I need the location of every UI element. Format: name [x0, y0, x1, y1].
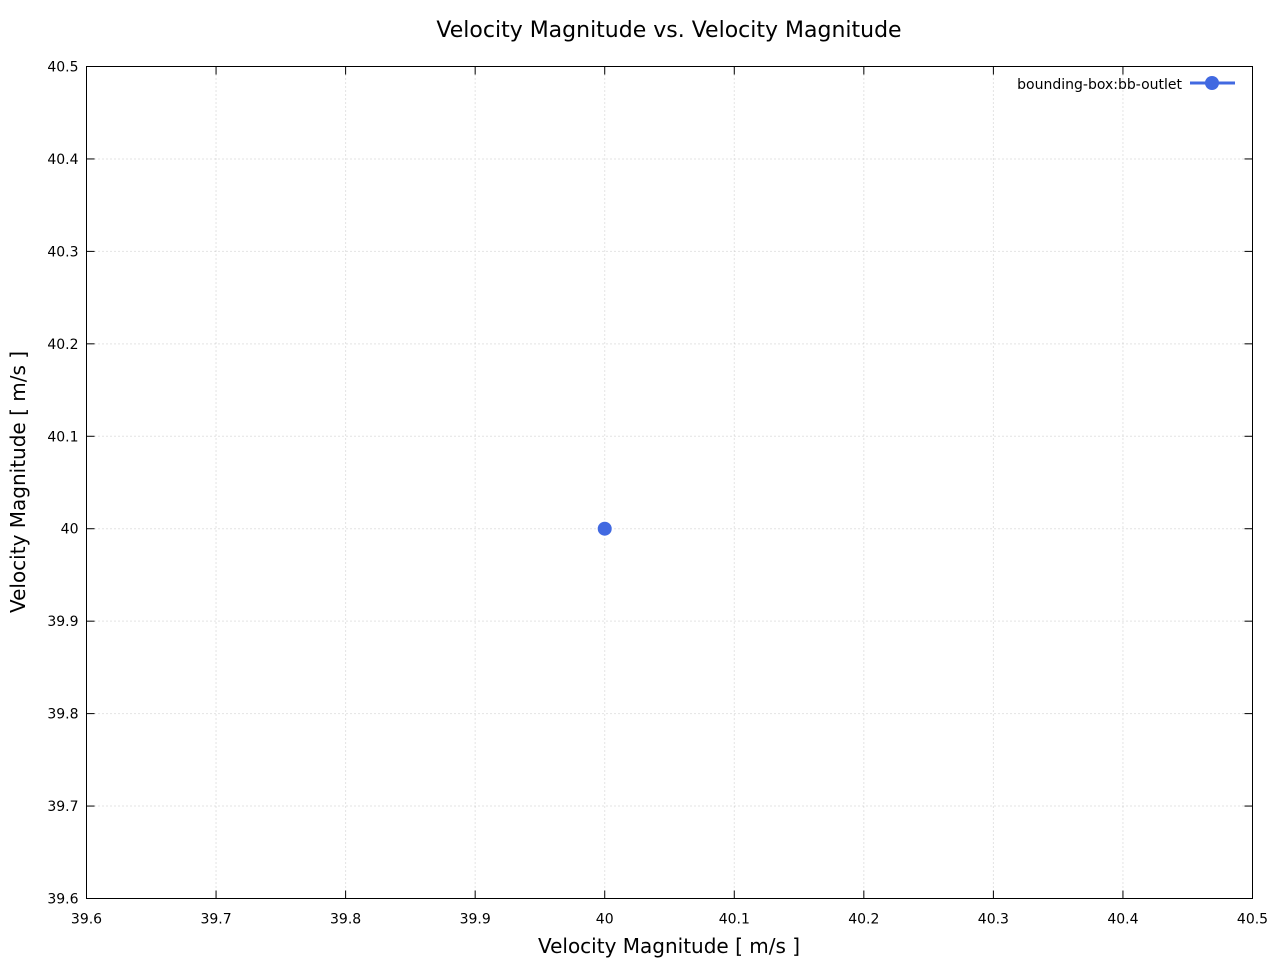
y-tick-label: 40.2	[47, 337, 78, 353]
y-tick-label: 40	[61, 522, 79, 538]
y-axis-label: Velocity Magnitude [ m/s ]	[6, 351, 30, 613]
x-tick-label: 40.3	[978, 912, 1009, 928]
y-tick-label: 40.5	[47, 60, 78, 76]
x-tick-labels: 39.6 39.7 39.8 39.9 40 40.1 40.2 40.3 40.4 40.5	[71, 912, 1268, 928]
x-axis-label: Velocity Magnitude [ m/s ]	[538, 934, 800, 958]
plot-frame	[86, 66, 1253, 899]
x-tick-label: 39.7	[200, 912, 231, 928]
legend-label-bb-outlet: bounding-box:bb-outlet	[1017, 77, 1182, 93]
x-tick-label: 40	[596, 912, 614, 928]
x-tick-label: 39.9	[460, 912, 491, 928]
x-tick-label: 40.2	[848, 912, 879, 928]
x-tick-label: 39.8	[330, 912, 361, 928]
y-tick-label: 39.9	[47, 614, 78, 630]
y-tick-label: 39.8	[47, 707, 78, 723]
x-tick-label: 40.5	[1237, 912, 1268, 928]
y-tick-label: 40.3	[47, 244, 78, 260]
y-tick-labels: 39.6 39.7 39.8 39.9 40 40.1 40.2 40.3 40.4 40.5	[47, 60, 78, 908]
y-tick-label: 40.1	[47, 429, 78, 445]
x-tick-label: 40.4	[1107, 912, 1138, 928]
grid-layer	[86, 66, 1253, 899]
x-tick-label: 39.6	[71, 912, 102, 928]
tick-layer	[86, 66, 1253, 899]
legend-marker-bb-outlet	[1205, 76, 1219, 90]
y-tick-label: 39.7	[47, 799, 78, 815]
y-tick-label: 39.6	[47, 892, 78, 908]
legend: bounding-box:bb-outlet	[1017, 76, 1235, 93]
y-tick-label: 40.4	[47, 152, 78, 168]
x-tick-label: 40.1	[719, 912, 750, 928]
data-layer	[597, 521, 612, 536]
data-point	[597, 521, 612, 536]
chart-title: Velocity Magnitude vs. Velocity Magnitud…	[436, 18, 901, 43]
